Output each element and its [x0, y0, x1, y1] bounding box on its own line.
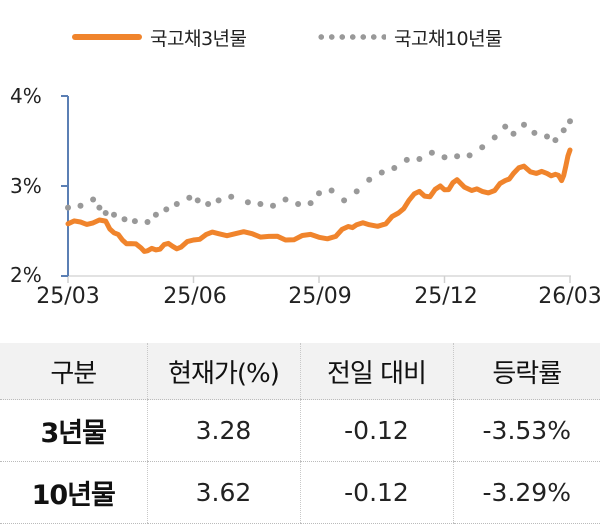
row-name: 3년물 — [0, 399, 147, 462]
series-10yr-dots — [65, 118, 573, 225]
x-axis-ticks — [67, 276, 571, 283]
y-tick-label-3: 3% — [10, 174, 42, 198]
table-row: 10년물 3.62 -0.12 -3.29% — [0, 461, 600, 524]
row-change: -0.12 — [299, 461, 453, 524]
legend-swatch-dotted — [316, 34, 386, 40]
row-rate: -3.53% — [452, 399, 600, 462]
x-tick-label-2: 25/09 — [288, 284, 352, 309]
x-tick-label-0: 25/03 — [36, 284, 100, 309]
row-name: 10년물 — [0, 461, 147, 524]
legend-swatch-solid — [72, 34, 142, 40]
row-change: -0.12 — [299, 399, 453, 462]
x-tick-label-1: 25/06 — [163, 284, 227, 309]
row-rate: -3.29% — [452, 461, 600, 524]
table-header-row: 구분 현재가(%) 전일 대비 등락률 — [0, 343, 600, 400]
line-chart — [61, 95, 573, 283]
header-rate: 등락률 — [452, 343, 600, 400]
row-price: 3.62 — [146, 461, 300, 524]
legend-label-10yr: 국고채10년물 — [394, 27, 503, 50]
chart-legend: 국고채3년물 국고채10년물 — [0, 22, 600, 52]
table-row: 3년물 3.28 -0.12 -3.53% — [0, 399, 600, 462]
series-3yr-line — [65, 147, 573, 254]
legend-item-3yr: 국고채3년물 — [72, 22, 247, 52]
legend-item-10yr: 국고채10년물 — [316, 22, 503, 52]
header-change: 전일 대비 — [299, 343, 453, 400]
yield-table: 구분 현재가(%) 전일 대비 등락률 3년물 3.28 -0.12 -3.53… — [0, 343, 600, 524]
legend-label-3yr: 국고채3년물 — [150, 27, 247, 50]
y-tick-label-4: 4% — [10, 84, 42, 108]
row-price: 3.28 — [146, 399, 300, 462]
header-category: 구분 — [0, 343, 147, 400]
x-tick-label-3: 25/12 — [414, 284, 478, 309]
y-axis-ticks — [61, 95, 68, 277]
header-price: 현재가(%) — [146, 343, 300, 400]
x-tick-label-4: 26/03 — [538, 284, 600, 309]
y-tick-label-2: 2% — [10, 263, 42, 287]
